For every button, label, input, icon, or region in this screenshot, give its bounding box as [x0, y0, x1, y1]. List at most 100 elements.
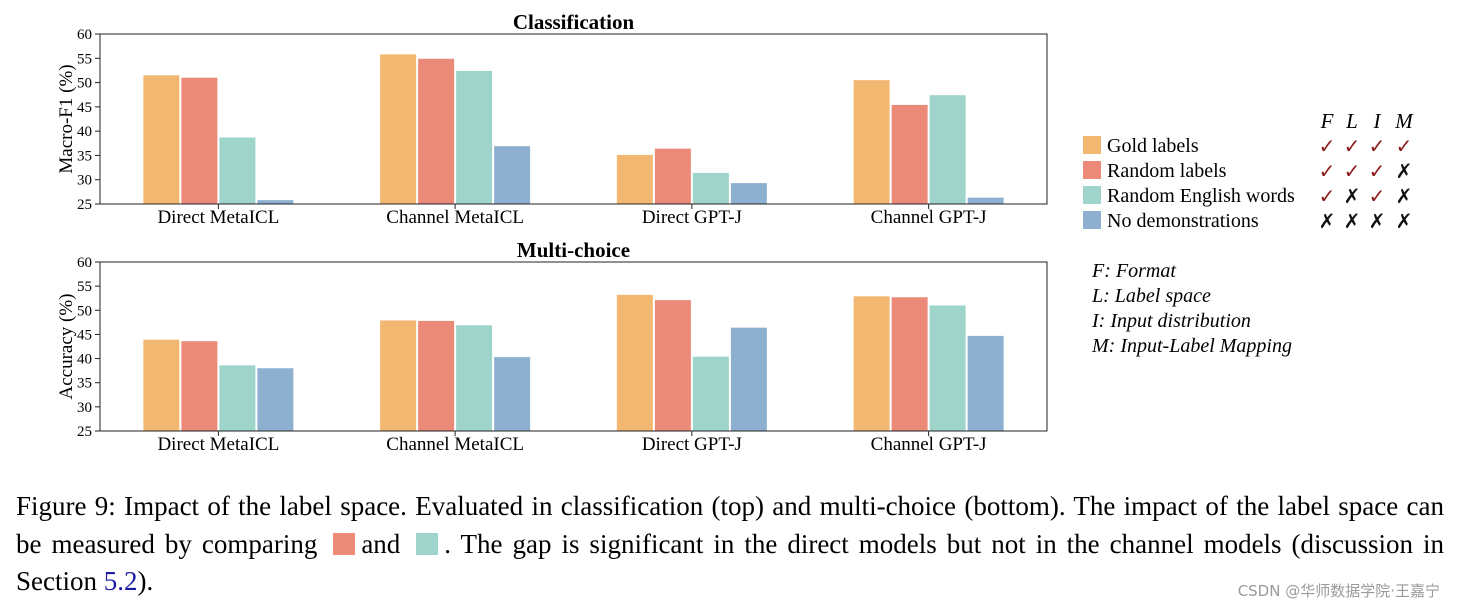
multi-choice-xtick-label: Channel MetaICL — [386, 434, 524, 455]
classification-xtick-label: Direct MetaICL — [157, 207, 279, 228]
cross-icon: ✗ — [1396, 184, 1413, 208]
classification-bar-2-2 — [418, 58, 455, 205]
key-note: L: Label space — [1091, 285, 1211, 307]
figure: Classification 25 30 35 40 45 50 55 60 Direct Met… — [56, 10, 1414, 455]
classification-bar-3-3 — [692, 172, 729, 204]
classification-bar-3-4 — [929, 95, 966, 204]
multi-choice-bar-3-1 — [219, 365, 256, 431]
multi-choice-xtick-label: Direct GPT-J — [642, 434, 742, 455]
legend-label: Random labels — [1107, 160, 1227, 182]
multi-choice-bar-3-4 — [929, 305, 966, 431]
classification-bar-4-1 — [257, 200, 294, 204]
multi-choice-xtick-label: Channel GPT-J — [871, 434, 987, 455]
checkmark-icon: ✓ — [1344, 134, 1361, 158]
checkmark-icon: ✓ — [1319, 184, 1336, 208]
classification-bar-4-2 — [494, 146, 531, 204]
legend-column-header: F — [1320, 109, 1334, 133]
caption-text-2: and — [361, 528, 401, 559]
section-reference-link[interactable]: 5.2 — [103, 566, 138, 596]
multi-choice-bar-3-3 — [692, 356, 729, 431]
checkmark-icon: ✓ — [1369, 159, 1386, 183]
multi-choice-bar-3-2 — [456, 325, 493, 431]
legend-swatch — [1083, 161, 1101, 179]
cross-icon: ✗ — [1344, 209, 1361, 233]
classification-ytick-label: 55 — [77, 51, 92, 67]
legend-column-header: I — [1373, 109, 1382, 133]
multi-choice-bar-4-3 — [730, 327, 767, 431]
key-note: F: Format — [1091, 260, 1176, 282]
classification-bar-2-3 — [654, 148, 691, 204]
legend-label: Random English words — [1107, 185, 1295, 207]
classification-bar-3-1 — [219, 137, 256, 204]
multi-choice-ytick-label: 50 — [77, 303, 92, 319]
classification-ytick-label: 35 — [77, 148, 92, 164]
classification-bar-1-3 — [616, 154, 653, 204]
cross-icon: ✗ — [1344, 184, 1361, 208]
classification-bar-4-4 — [967, 197, 1004, 204]
caption-text-1: Figure 9: Impact of the label space. Eva… — [16, 491, 1444, 559]
watermark: CSDN @华师数据学院·王嘉宁 — [1237, 582, 1440, 600]
multi-choice-ytick-label: 55 — [77, 279, 92, 295]
key-note: I: Input distribution — [1091, 310, 1251, 332]
cross-icon: ✗ — [1396, 209, 1413, 233]
classification-y-axis-label: Macro-F1 (%) — [56, 64, 77, 173]
multi-choice-ytick-label: 30 — [77, 400, 92, 416]
multi-choice-bar-4-2 — [494, 357, 531, 431]
legend-column-header: L — [1345, 109, 1358, 133]
classification-xtick-label: Direct GPT-J — [642, 207, 742, 228]
checkmark-icon: ✓ — [1319, 159, 1336, 183]
multi-choice-bar-2-2 — [418, 320, 455, 431]
classification-bar-3-2 — [456, 70, 493, 205]
multi-choice-ytick-label: 60 — [77, 255, 92, 271]
multi-choice-bar-1-3 — [616, 294, 653, 431]
multi-choice-bar-2-1 — [181, 341, 218, 431]
classification-ytick-label: 45 — [77, 100, 92, 116]
classification-bar-2-1 — [181, 77, 218, 204]
legend-swatch — [1083, 186, 1101, 204]
checkmark-icon: ✓ — [1319, 134, 1336, 158]
multi-choice-ytick-label: 45 — [77, 327, 92, 343]
multi-choice-ytick-label: 25 — [77, 424, 92, 440]
cross-icon: ✗ — [1319, 209, 1336, 233]
multi-choice-chart-title: Multi-choice — [517, 238, 630, 262]
legend-column-header: M — [1394, 109, 1414, 133]
multi-choice-bar-4-4 — [967, 335, 1004, 431]
multi-choice-bar-1-1 — [143, 339, 180, 431]
multi-choice-ytick-label: 40 — [77, 352, 92, 368]
classification-bar-1-2 — [380, 54, 417, 205]
cross-icon: ✗ — [1396, 159, 1413, 183]
classification-bar-1-4 — [853, 80, 890, 204]
legend-label: No demonstrations — [1107, 210, 1259, 232]
legend-swatch — [1083, 211, 1101, 229]
classification-ytick-label: 30 — [77, 173, 92, 189]
multi-choice-bar-4-1 — [257, 368, 294, 431]
classification-bar-1-1 — [143, 75, 180, 205]
caption-text-4: ). — [137, 566, 154, 596]
checkmark-icon: ✓ — [1369, 184, 1386, 208]
multi-choice-plot-frame — [99, 261, 1048, 432]
checkmark-icon: ✓ — [1396, 134, 1413, 158]
multi-choice-bar-2-4 — [891, 297, 928, 431]
multi-choice-bar-2-3 — [654, 300, 691, 431]
classification-xtick-label: Channel GPT-J — [871, 207, 987, 228]
caption-swatch-random-english — [416, 532, 439, 555]
classification-ytick-label: 40 — [77, 124, 92, 140]
legend-swatch — [1083, 136, 1101, 154]
checkmark-icon: ✓ — [1344, 159, 1361, 183]
multi-choice-bar-1-4 — [853, 296, 890, 431]
checkmark-icon: ✓ — [1369, 134, 1386, 158]
legend-label: Gold labels — [1107, 135, 1199, 157]
classification-ytick-label: 50 — [77, 76, 92, 92]
classification-plot-frame — [99, 33, 1048, 205]
cross-icon: ✗ — [1369, 209, 1386, 233]
classification-ytick-label: 25 — [77, 197, 92, 213]
multi-choice-ytick-label: 35 — [77, 376, 92, 392]
classification-bar-2-4 — [891, 104, 928, 204]
multi-choice-bar-1-2 — [380, 320, 417, 431]
figure-caption: Figure 9: Impact of the label space. Eva… — [16, 488, 1444, 601]
classification-ytick-label: 60 — [77, 27, 92, 43]
classification-chart-title: Classification — [513, 10, 635, 34]
classification-bar-4-3 — [730, 183, 767, 204]
multi-choice-y-axis-label: Accuracy (%) — [56, 293, 77, 399]
classification-xtick-label: Channel MetaICL — [386, 207, 524, 228]
